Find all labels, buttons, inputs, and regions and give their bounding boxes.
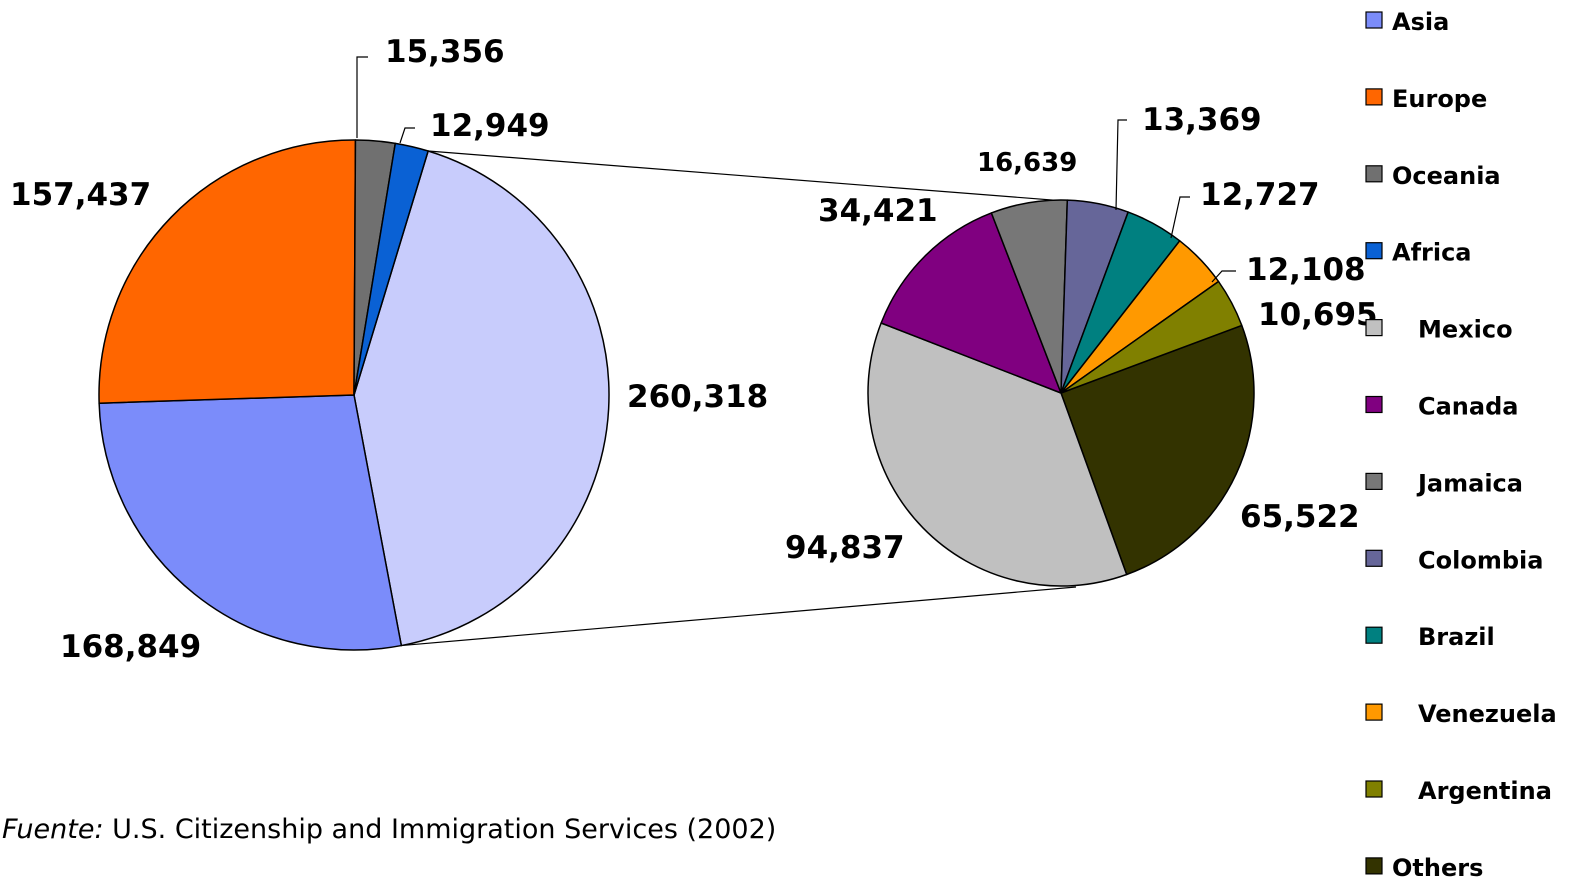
label-leader-sec-brazil <box>1170 196 1190 239</box>
data-label-main-africa: 12,949 <box>430 108 550 144</box>
legend-label-brazil: Brazil <box>1418 623 1495 651</box>
data-label-sec-mexico: 94,837 <box>785 530 905 566</box>
data-label-sec-brazil: 12,727 <box>1200 177 1320 213</box>
main-slice-africa <box>353 142 429 396</box>
legend-swatch-africa <box>1365 242 1383 260</box>
legend-swatch-colombia <box>1365 549 1383 567</box>
main-slice-mexico <box>353 150 610 647</box>
data-label-sec-jamaica: 16,639 <box>977 148 1077 178</box>
data-label-main-oceania: 15,356 <box>385 34 505 70</box>
label-leader-main-africa <box>399 127 415 144</box>
data-label-sec-others: 65,522 <box>1240 499 1360 535</box>
main-pie <box>98 139 610 651</box>
secondary-slice-others <box>1060 324 1255 576</box>
legend-label-mexico: Mexico <box>1418 316 1513 344</box>
legend-swatch-mexico <box>1365 319 1383 337</box>
data-label-sec-colombia: 13,369 <box>1142 102 1262 138</box>
source-prefix: Fuente: <box>2 814 104 845</box>
main-slice-asia <box>98 394 403 651</box>
legend-swatch-brazil <box>1365 626 1383 644</box>
legend-label-jamaica: Jamaica <box>1416 469 1523 497</box>
legend-swatch-oceania <box>1365 165 1383 183</box>
legend-label-asia: Asia <box>1392 8 1449 36</box>
connector-line-top <box>428 150 1091 204</box>
legend-swatch-asia <box>1365 11 1383 29</box>
connector-line-bottom <box>401 586 1077 647</box>
data-labels: 260,318 168,849 157,437 15,356 12,949 65,522 9… <box>10 34 1378 665</box>
main-slice-europe <box>98 139 357 404</box>
legend-label-africa: Africa <box>1392 239 1472 267</box>
legend-label-colombia: Colombia <box>1418 546 1543 574</box>
source-note: Fuente: U.S. Citizenship and Immigration… <box>2 814 776 845</box>
legend-swatch-others <box>1365 857 1383 875</box>
data-label-sec-argentina: 10,695 <box>1258 297 1378 333</box>
legend-swatch-venezuela <box>1365 703 1383 721</box>
secondary-pie <box>867 199 1255 587</box>
label-leader-main-oceania <box>356 56 368 138</box>
secondary-slice-argentina <box>1060 280 1243 394</box>
secondary-slice-canada <box>880 212 1062 394</box>
source-text: U.S. Citizenship and Immigration Service… <box>112 814 777 845</box>
pie-connector-lines <box>401 150 1091 647</box>
legend-label-europe: Europe <box>1392 85 1487 113</box>
data-label-main-mexico: 260,318 <box>627 379 768 415</box>
secondary-slice-mexico <box>867 322 1128 587</box>
legend-label-others: Others <box>1392 854 1483 881</box>
legend-swatch-argentina <box>1365 780 1383 798</box>
label-leader-sec-colombia <box>1115 119 1127 211</box>
legend-label-canada: Canada <box>1418 393 1518 421</box>
legend-label-argentina: Argentina <box>1418 777 1552 805</box>
legend-swatch-jamaica <box>1365 472 1383 490</box>
legend-swatch-europe <box>1365 88 1383 106</box>
legend-label-venezuela: Venezuela <box>1418 700 1557 728</box>
data-label-main-asia: 168,849 <box>60 629 201 665</box>
label-leader-sec-venezuela <box>1211 270 1236 283</box>
data-label-main-europe: 157,437 <box>10 177 151 213</box>
legend: Asia Europe Oceania Africa Mexico Canada Jamai… <box>1365 8 1557 881</box>
data-label-sec-venezuela: 12,108 <box>1246 252 1366 288</box>
legend-label-oceania: Oceania <box>1392 162 1501 190</box>
legend-swatch-canada <box>1365 395 1383 414</box>
data-label-sec-canada: 34,421 <box>818 193 938 229</box>
